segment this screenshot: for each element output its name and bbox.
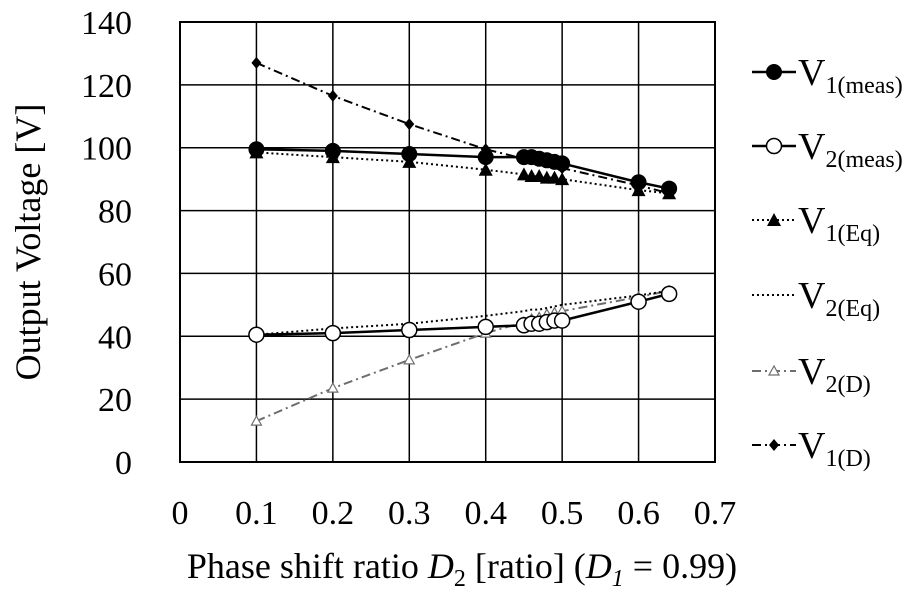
data-point [324,324,342,342]
data-point [248,326,265,343]
data-point [661,180,678,197]
series-V1(meas) [248,141,678,197]
x-axis-title: Phase shift ratio D2 [ratio] (D1 = 0.99) [187,546,737,592]
data-point [767,364,781,376]
y-axis-ticks: 0 20 40 60 80 100 120 140 [81,5,132,482]
gridlines [179,21,716,463]
data-point [404,118,415,131]
data-point [769,439,779,451]
x-tick-label: 0.3 [388,495,431,532]
data-point [765,137,783,155]
data-point [326,381,339,393]
legend-label: V2(Eq) [798,275,880,322]
y-tick-label: 40 [98,319,132,356]
y-tick-label: 20 [98,382,132,419]
y-axis-title: Output Voltage [V] [8,104,48,381]
legend-label: V1(D) [798,425,871,472]
x-tick-label: 0.2 [312,495,355,532]
legend: V1(meas) V2(meas) V1(Eq) V2(Eq) V2(D) V1(D) [752,52,903,472]
legend-label: V1(meas) [798,52,903,99]
x-tick-label: 0 [172,495,189,532]
data-point [401,321,418,339]
legend-item: V2(meas) [752,126,903,173]
y-tick-label: 120 [81,68,132,105]
legend-item: V1(Eq) [752,200,880,247]
data-point [403,353,416,365]
series-layer [248,56,678,426]
legend-item: V1(meas) [752,52,903,99]
x-tick-label: 0.1 [235,495,278,532]
data-point [477,318,494,336]
x-tick-label: 0.7 [694,495,737,532]
data-point [660,285,678,303]
series-V2(meas) [248,285,678,343]
data-point [767,213,781,226]
data-point [477,149,494,166]
data-point [766,64,782,80]
x-tick-label: 0.4 [464,495,507,532]
x-tick-label: 0.6 [617,495,660,532]
y-tick-label: 140 [81,5,132,42]
data-point [324,142,341,159]
y-tick-label: 0 [115,445,132,482]
series-line [256,151,670,195]
data-point [555,172,570,186]
data-point [553,312,571,329]
legend-label: V1(Eq) [798,200,880,247]
series-V1(Eq) [249,145,677,200]
plot-area [179,21,716,463]
data-point [630,174,647,191]
y-tick-label: 60 [98,256,132,293]
x-tick-label: 0.5 [541,495,584,532]
data-point [630,293,647,310]
data-point [554,155,571,172]
legend-item: V2(Eq) [752,275,880,322]
legend-item: V1(D) [752,425,871,472]
plot-frame [179,21,716,463]
legend-label: V2(D) [798,351,871,398]
y-tick-label: 80 [98,194,132,231]
data-point [327,89,338,102]
data-point [478,162,493,176]
series-V2(Eq) [256,289,670,336]
data-point [248,141,265,158]
x-axis-ticks: 0 0.1 0.2 0.3 0.4 0.5 0.6 0.7 [172,495,737,532]
data-point [401,146,418,162]
y-tick-label: 100 [81,131,132,168]
data-point [251,56,262,69]
legend-label: V2(meas) [798,126,903,173]
data-point [250,414,263,426]
legend-item: V2(D) [752,351,871,398]
series-line [256,289,670,336]
